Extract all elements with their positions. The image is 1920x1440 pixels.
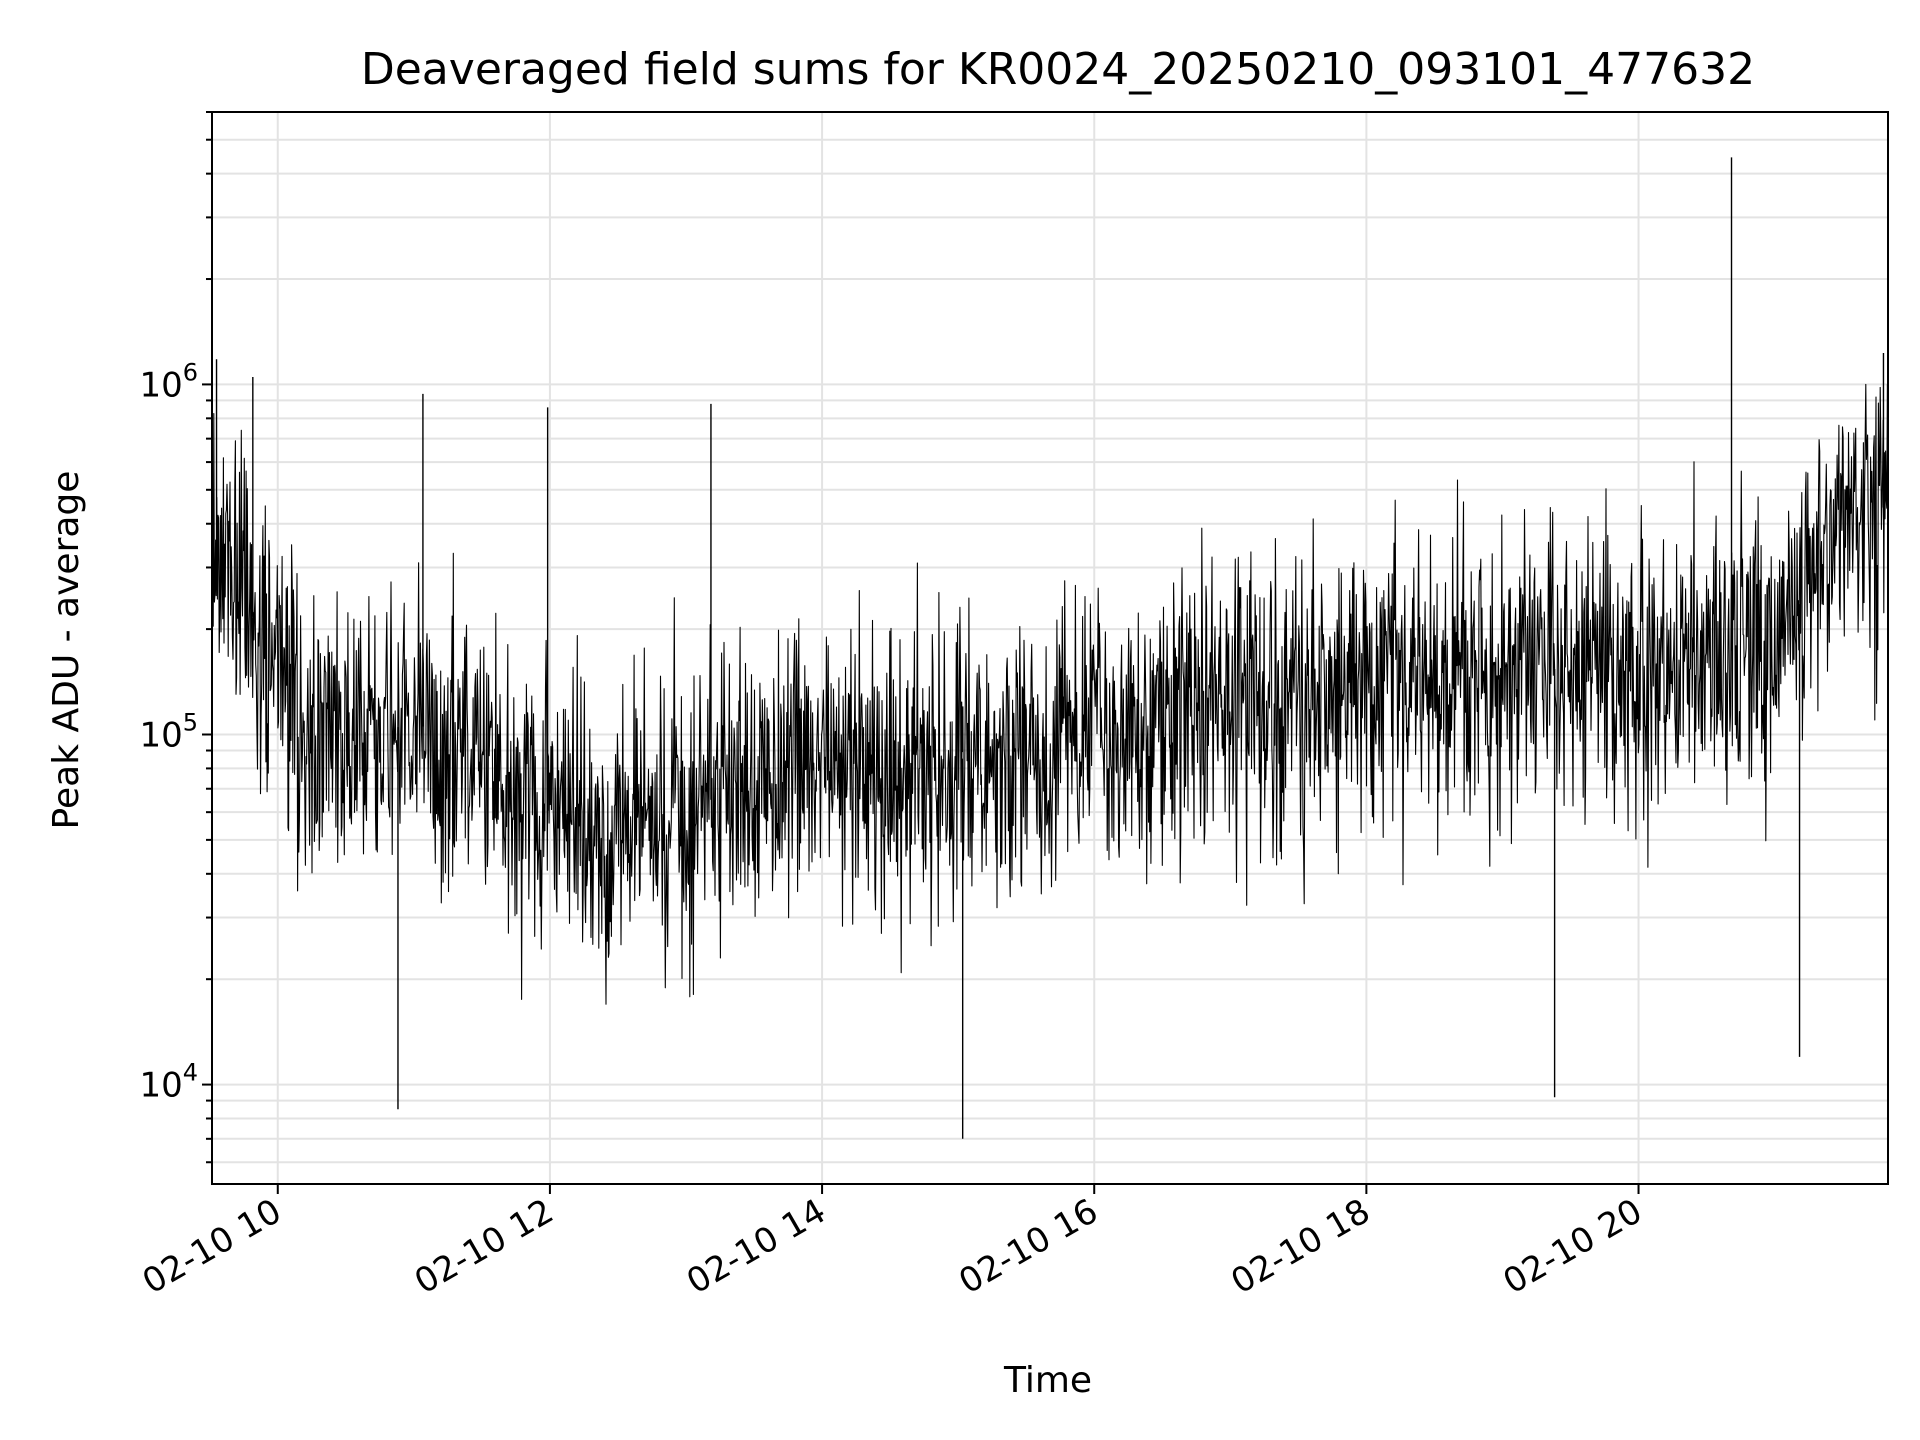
x-tick-label: 02-10 10 [136, 1191, 288, 1302]
x-tick-label: 02-10 16 [952, 1191, 1104, 1302]
chart-title: Deaveraged field sums for KR0024_2025021… [361, 44, 1755, 95]
y-axis-label: Peak ADU - average [46, 471, 87, 830]
y-tick-label: 105 [139, 708, 198, 755]
x-tick-label: 02-10 18 [1224, 1191, 1376, 1302]
data-series [211, 157, 1889, 1139]
x-axis-label: Time [1003, 1360, 1092, 1401]
x-tick-label: 02-10 20 [1497, 1191, 1649, 1302]
plot-frame [211, 111, 1889, 1185]
y-tick-label: 106 [139, 358, 198, 405]
x-tick-label: 02-10 14 [680, 1191, 832, 1302]
series-line [211, 383, 1889, 1005]
x-tick-label: 02-10 12 [408, 1191, 560, 1302]
y-tick-label: 104 [139, 1059, 198, 1106]
